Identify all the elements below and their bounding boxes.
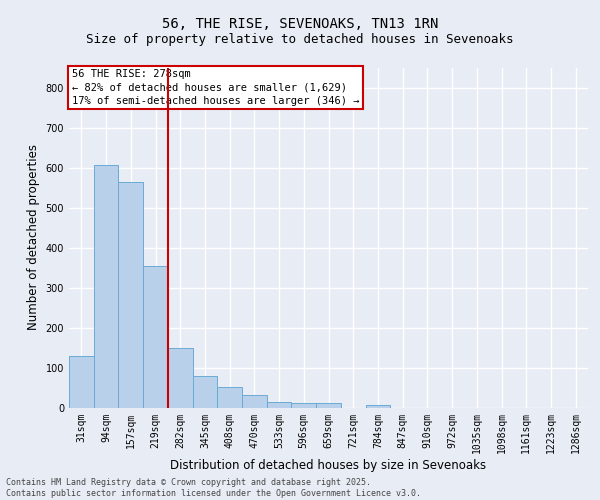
Text: 56 THE RISE: 278sqm
← 82% of detached houses are smaller (1,629)
17% of semi-det: 56 THE RISE: 278sqm ← 82% of detached ho…: [71, 69, 359, 106]
Bar: [143, 266, 168, 408]
Bar: [267, 402, 292, 407]
Y-axis label: Number of detached properties: Number of detached properties: [27, 144, 40, 330]
Bar: [193, 376, 217, 408]
Bar: [118, 182, 143, 408]
Bar: [316, 402, 341, 407]
X-axis label: Distribution of detached houses by size in Sevenoaks: Distribution of detached houses by size …: [170, 459, 487, 472]
Text: Contains HM Land Registry data © Crown copyright and database right 2025.
Contai: Contains HM Land Registry data © Crown c…: [6, 478, 421, 498]
Bar: [69, 356, 94, 408]
Bar: [168, 348, 193, 408]
Text: 56, THE RISE, SEVENOAKS, TN13 1RN: 56, THE RISE, SEVENOAKS, TN13 1RN: [162, 18, 438, 32]
Bar: [94, 164, 118, 408]
Bar: [217, 386, 242, 407]
Bar: [292, 402, 316, 407]
Text: Size of property relative to detached houses in Sevenoaks: Size of property relative to detached ho…: [86, 32, 514, 46]
Bar: [365, 404, 390, 407]
Bar: [242, 394, 267, 407]
